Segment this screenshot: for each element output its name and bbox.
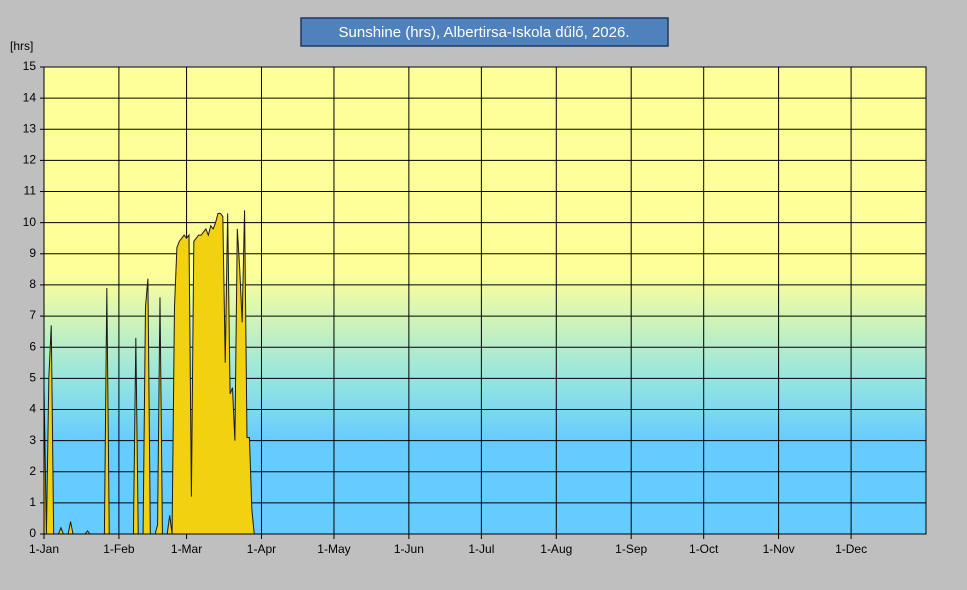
- plot-border: [43, 66, 927, 535]
- y-tick-label: 9: [29, 246, 36, 260]
- x-tick-label: 1-May: [317, 542, 350, 556]
- y-tick-label: 1: [29, 495, 36, 509]
- x-tick-label: 1-Oct: [689, 542, 719, 556]
- x-tick-label: 1-Mar: [171, 542, 202, 556]
- x-tick-label: 1-Aug: [540, 542, 572, 556]
- x-tick-label: 1-Nov: [763, 542, 795, 556]
- x-tick-label: 1-Jun: [394, 542, 424, 556]
- y-tick-label: 14: [23, 90, 37, 104]
- y-tick-label: 3: [29, 433, 36, 447]
- x-tick-label: 1-Feb: [103, 542, 135, 556]
- sunshine-area: [44, 210, 255, 535]
- y-tick-label: 8: [29, 277, 36, 291]
- y-tick-label: 5: [29, 371, 36, 385]
- x-tick-label: 1-Jan: [29, 542, 59, 556]
- y-tick-label: 11: [24, 184, 37, 198]
- x-tick-label: 1-Apr: [247, 542, 276, 556]
- y-tick-label: 0: [29, 526, 36, 540]
- x-tick-label: 1-Dec: [835, 542, 867, 556]
- y-axis-label: [hrs]: [10, 39, 33, 53]
- x-tick-label: 1-Jul: [468, 542, 494, 556]
- y-tick-label: 13: [23, 121, 37, 135]
- chart-title: Sunshine (hrs), Albertirsa-Iskola dűlő, …: [339, 24, 630, 41]
- x-tick-label: 1-Sep: [615, 542, 647, 556]
- y-tick-label: 12: [23, 153, 37, 167]
- y-tick-label: 10: [23, 215, 37, 229]
- y-tick-label: 2: [29, 464, 36, 478]
- title-box: [300, 17, 669, 47]
- y-tick-label: 6: [29, 339, 36, 353]
- y-tick-label: 4: [29, 402, 36, 416]
- y-tick-label: 15: [23, 59, 37, 73]
- y-tick-label: 7: [29, 308, 36, 322]
